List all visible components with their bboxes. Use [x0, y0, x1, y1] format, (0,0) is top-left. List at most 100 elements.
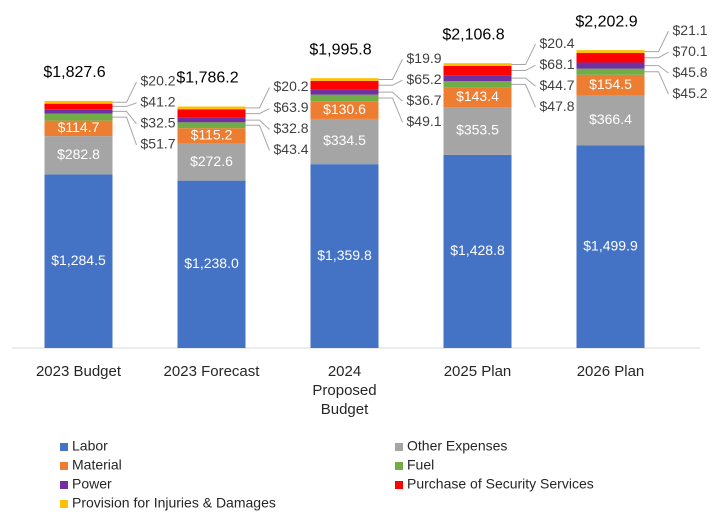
value-label: $45.2	[673, 85, 708, 101]
leader-line	[511, 43, 536, 66]
value-label: $70.1	[673, 43, 708, 59]
leader-line	[245, 108, 270, 115]
total-label: $2,202.9	[575, 13, 637, 30]
bar-segment	[177, 117, 246, 123]
bar-segment	[177, 180, 246, 348]
legend-swatch	[60, 462, 68, 470]
legend-swatch	[395, 481, 403, 489]
legend-label: Power	[72, 476, 112, 492]
bar-segment	[576, 145, 645, 348]
value-label: $20.2	[141, 73, 176, 89]
value-label: $68.1	[540, 56, 575, 72]
value-label: $44.7	[540, 77, 575, 93]
bar-segment	[576, 74, 645, 96]
value-label: $1,359.8	[317, 247, 372, 263]
value-label: $115.2	[191, 127, 233, 143]
total-label: $1,995.8	[309, 41, 371, 58]
value-label: $19.9	[407, 50, 442, 66]
bar-segment	[177, 122, 246, 129]
value-label: $49.1	[407, 113, 442, 129]
bar-segment	[44, 100, 113, 104]
value-label: $21.1	[673, 22, 708, 38]
value-label: $353.5	[456, 122, 499, 138]
bar-segment	[576, 50, 645, 54]
leader-line	[644, 30, 669, 53]
bar-segment	[310, 80, 379, 90]
value-label: $1,428.8	[450, 242, 505, 258]
bar-segment	[44, 113, 113, 121]
bar-segment	[443, 65, 512, 76]
value-label: $65.2	[407, 71, 442, 87]
leader-line	[245, 119, 270, 130]
value-label: $154.5	[589, 76, 632, 92]
leader-line	[644, 71, 669, 95]
bar-segment	[443, 107, 512, 155]
legend-swatch	[395, 462, 403, 470]
legend-label: Labor	[72, 438, 108, 454]
leader-line	[511, 64, 536, 72]
value-label: $130.6	[323, 101, 366, 117]
bar-segment	[310, 78, 379, 81]
bar-segment	[44, 174, 113, 348]
x-tick-label: 2023 Budget	[35, 363, 122, 380]
leader-line	[644, 65, 669, 74]
bar-segment	[310, 164, 379, 348]
value-label: $143.4	[456, 88, 499, 104]
leader-line	[112, 110, 137, 125]
legend-swatch	[395, 443, 403, 451]
value-label: $32.8	[274, 120, 309, 136]
leader-line	[112, 116, 137, 146]
value-label: $20.2	[274, 78, 309, 94]
total-label: $1,786.2	[176, 70, 238, 87]
bar-segment	[44, 103, 113, 110]
value-label: $114.7	[58, 119, 100, 135]
leader-line	[378, 58, 403, 81]
legend-label: Fuel	[407, 457, 434, 473]
bar-segment	[310, 101, 379, 119]
bar-segment	[576, 68, 645, 75]
value-label: $282.8	[57, 146, 100, 162]
value-label: $1,499.9	[583, 237, 638, 253]
value-label: $20.4	[540, 35, 575, 51]
bar-segment	[177, 143, 246, 181]
leader-line	[112, 81, 137, 103]
bar-segment	[443, 87, 512, 108]
bar-segment	[443, 81, 512, 88]
value-label: $272.6	[190, 153, 233, 169]
legend-label: Purchase of Security Services	[407, 476, 594, 492]
bar-segment	[177, 128, 246, 144]
leader-line	[112, 102, 137, 107]
x-tick-label: 2025 Plan	[443, 363, 512, 380]
leader-line	[378, 79, 403, 86]
value-label: $366.4	[589, 111, 632, 127]
total-label: $1,827.6	[43, 64, 105, 81]
bar-segment	[310, 94, 379, 102]
bar-segment	[44, 136, 113, 175]
value-label: $36.7	[407, 92, 442, 108]
legend-swatch	[60, 481, 68, 489]
bar-segment	[576, 62, 645, 69]
bar-segment	[576, 95, 645, 146]
value-label: $47.8	[540, 98, 575, 114]
leader-line	[378, 91, 403, 102]
value-label: $51.7	[141, 136, 176, 152]
legend-label: Material	[72, 457, 122, 473]
legend-swatch	[60, 443, 68, 451]
bar-segment	[310, 118, 379, 165]
bar-segment	[310, 89, 379, 95]
value-label: $1,284.5	[51, 252, 106, 268]
legend-label: Other Expenses	[407, 438, 507, 454]
legend-swatch	[60, 500, 68, 508]
value-label: $41.2	[141, 94, 176, 110]
value-label: $1,238.0	[184, 255, 239, 271]
bar-segment	[576, 53, 645, 63]
x-tick-label: 2023 Forecast	[163, 363, 260, 380]
x-tick-label: 2024 Proposed Budget	[312, 363, 377, 418]
bar-segment	[44, 120, 113, 137]
value-label: $32.5	[141, 115, 176, 131]
leader-line	[511, 77, 536, 87]
leader-line	[245, 87, 270, 109]
leader-line	[378, 97, 403, 123]
legend-label: Provision for Injuries & Damages	[72, 495, 276, 511]
